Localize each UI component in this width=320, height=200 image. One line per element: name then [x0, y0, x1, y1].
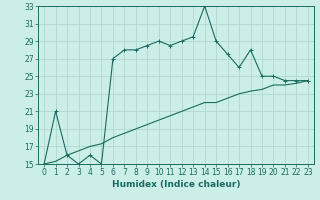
X-axis label: Humidex (Indice chaleur): Humidex (Indice chaleur) — [112, 180, 240, 189]
